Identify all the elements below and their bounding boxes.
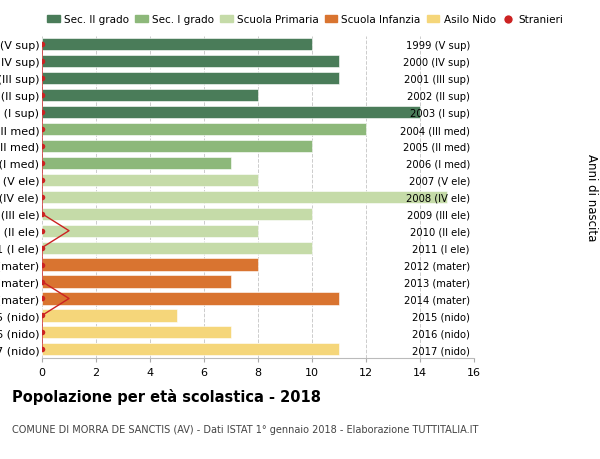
Bar (42, 157, 231, 170)
Text: COMUNE DI MORRA DE SANCTIS (AV) - Dati ISTAT 1° gennaio 2018 - Elaborazione TUTT: COMUNE DI MORRA DE SANCTIS (AV) - Dati I… (12, 425, 478, 435)
Bar (42, 90, 258, 102)
Bar (42, 310, 177, 322)
Bar (42, 259, 258, 271)
Bar (42, 123, 366, 136)
Text: Popolazione per età scolastica - 2018: Popolazione per età scolastica - 2018 (12, 388, 321, 404)
Text: Anni di nascita: Anni di nascita (584, 154, 598, 241)
Bar (42, 73, 339, 85)
Bar (42, 326, 231, 339)
Bar (42, 242, 312, 254)
Bar (42, 225, 258, 237)
Bar (42, 174, 258, 186)
Bar (42, 56, 339, 68)
Legend: Sec. II grado, Sec. I grado, Scuola Primaria, Scuola Infanzia, Asilo Nido, Stran: Sec. II grado, Sec. I grado, Scuola Prim… (47, 15, 563, 25)
Bar (42, 276, 231, 288)
Bar (42, 293, 339, 305)
Bar (42, 191, 447, 203)
Bar (42, 39, 312, 51)
Bar (42, 140, 312, 153)
Bar (42, 208, 312, 220)
Bar (42, 343, 339, 356)
Bar (42, 107, 420, 119)
